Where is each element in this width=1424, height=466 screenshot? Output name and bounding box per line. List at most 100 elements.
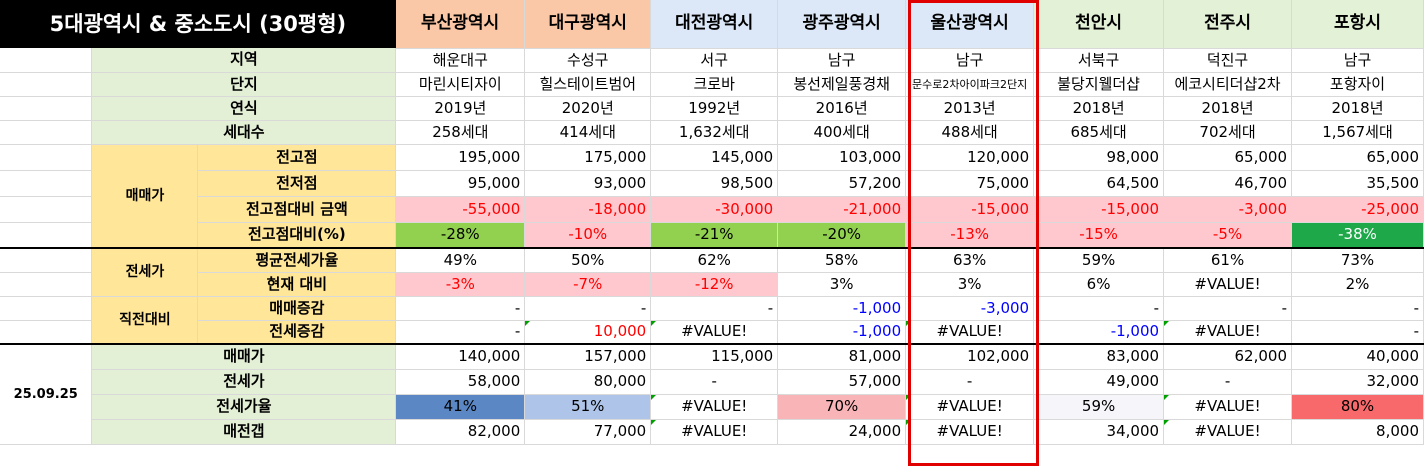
group-label-compare[interactable]: 직전대비 bbox=[91, 296, 199, 345]
city-header-busan[interactable]: 부산광역시 bbox=[395, 0, 526, 49]
cell[interactable]: 3% bbox=[905, 272, 1035, 297]
cell[interactable]: 크로바 bbox=[650, 72, 779, 97]
cell[interactable]: 258세대 bbox=[395, 120, 526, 145]
cell[interactable]: 65,000 bbox=[1163, 144, 1293, 171]
cell[interactable]: -21,000 bbox=[777, 196, 907, 223]
group-label-jeonse[interactable]: 전세가 bbox=[91, 247, 199, 297]
cell[interactable]: 35,500 bbox=[1291, 170, 1424, 197]
row-label[interactable]: 전고점 bbox=[197, 144, 397, 171]
cell[interactable]: -25,000 bbox=[1291, 196, 1424, 223]
city-header-jeonju[interactable]: 전주시 bbox=[1163, 0, 1293, 49]
cell[interactable]: 58% bbox=[777, 247, 907, 273]
blank-cell[interactable] bbox=[0, 296, 93, 321]
cell[interactable]: 에코시티더샵2차 bbox=[1163, 72, 1293, 97]
cell[interactable]: 봉선제일풍경채 bbox=[777, 72, 907, 97]
cell[interactable]: 10,000 bbox=[524, 320, 652, 345]
cell[interactable]: 49,000 bbox=[1033, 369, 1165, 395]
cell[interactable]: 75,000 bbox=[905, 170, 1035, 197]
cell[interactable]: 불당지웰더샵 bbox=[1033, 72, 1165, 97]
row-label[interactable]: 연식 bbox=[91, 96, 397, 121]
cell[interactable]: 포항자이 bbox=[1291, 72, 1424, 97]
cell[interactable]: -28% bbox=[395, 222, 526, 249]
cell[interactable]: 1,567세대 bbox=[1291, 120, 1424, 145]
cell[interactable]: #VALUE! bbox=[905, 419, 1035, 445]
cell[interactable]: -15,000 bbox=[1033, 196, 1165, 223]
cell[interactable]: - bbox=[524, 296, 652, 321]
cell[interactable]: 마린시티자이 bbox=[395, 72, 526, 97]
cell[interactable]: - bbox=[1163, 296, 1293, 321]
blank-cell[interactable] bbox=[0, 72, 93, 97]
cell[interactable]: 120,000 bbox=[905, 144, 1035, 171]
cell[interactable]: -10% bbox=[524, 222, 652, 249]
cell[interactable]: 2019년 bbox=[395, 96, 526, 121]
cell[interactable]: -13% bbox=[905, 222, 1035, 249]
blank-cell[interactable] bbox=[0, 170, 93, 197]
cell[interactable]: #VALUE! bbox=[650, 394, 779, 420]
sheet-title[interactable]: 5대광역시 & 중소도시 (30평형) bbox=[0, 0, 396, 48]
cell[interactable]: -20% bbox=[777, 222, 907, 249]
cell[interactable]: 해운대구 bbox=[395, 48, 526, 73]
cell[interactable]: 58,000 bbox=[395, 369, 526, 395]
cell[interactable]: #VALUE! bbox=[1163, 272, 1293, 297]
date-label[interactable]: 25.09.25 bbox=[0, 343, 93, 445]
cell[interactable]: 50% bbox=[524, 247, 652, 273]
cell[interactable]: 59% bbox=[1033, 394, 1165, 420]
cell[interactable]: 힐스테이트범어 bbox=[524, 72, 652, 97]
group-label-sale[interactable]: 매매가 bbox=[91, 144, 199, 249]
cell[interactable]: - bbox=[1291, 296, 1424, 321]
cell[interactable]: 남구 bbox=[905, 48, 1035, 73]
cell[interactable]: 98,000 bbox=[1033, 144, 1165, 171]
row-label[interactable]: 평균전세가율 bbox=[197, 247, 397, 273]
cell[interactable]: -18,000 bbox=[524, 196, 652, 223]
cell[interactable]: 34,000 bbox=[1033, 419, 1165, 445]
cell[interactable]: -7% bbox=[524, 272, 652, 297]
cell[interactable]: 82,000 bbox=[395, 419, 526, 445]
blank-cell[interactable] bbox=[0, 247, 93, 273]
cell[interactable]: 115,000 bbox=[650, 343, 779, 370]
city-header-daejeon[interactable]: 대전광역시 bbox=[650, 0, 779, 49]
cell[interactable]: - bbox=[650, 369, 779, 395]
cell[interactable]: 덕진구 bbox=[1163, 48, 1293, 73]
cell[interactable]: #VALUE! bbox=[1163, 320, 1293, 345]
city-header-daegu[interactable]: 대구광역시 bbox=[524, 0, 652, 49]
cell[interactable]: - bbox=[1163, 369, 1293, 395]
row-label[interactable]: 전고점대비(%) bbox=[197, 222, 397, 249]
row-label[interactable]: 세대수 bbox=[91, 120, 397, 145]
city-header-ulsan[interactable]: 울산광역시 bbox=[905, 0, 1035, 49]
cell[interactable]: 3% bbox=[777, 272, 907, 297]
cell[interactable]: 46,700 bbox=[1163, 170, 1293, 197]
cell[interactable]: #VALUE! bbox=[650, 419, 779, 445]
cell[interactable]: -3% bbox=[395, 272, 526, 297]
cell[interactable]: 8,000 bbox=[1291, 419, 1424, 445]
row-label[interactable]: 전세증감 bbox=[197, 320, 397, 345]
cell[interactable]: 140,000 bbox=[395, 343, 526, 370]
cell[interactable]: #VALUE! bbox=[1163, 419, 1293, 445]
cell[interactable]: 남구 bbox=[777, 48, 907, 73]
cell[interactable]: 2013년 bbox=[905, 96, 1035, 121]
blank-cell[interactable] bbox=[0, 144, 93, 171]
row-label[interactable]: 현재 대비 bbox=[197, 272, 397, 297]
row-label[interactable]: 매전갭 bbox=[91, 419, 397, 445]
cell[interactable]: - bbox=[1291, 320, 1424, 345]
cell[interactable]: 62,000 bbox=[1163, 343, 1293, 370]
cell[interactable]: 2020년 bbox=[524, 96, 652, 121]
cell[interactable]: 서구 bbox=[650, 48, 779, 73]
cell[interactable]: 49% bbox=[395, 247, 526, 273]
blank-cell[interactable] bbox=[0, 120, 93, 145]
cell[interactable]: -1,000 bbox=[1033, 320, 1165, 345]
cell[interactable]: -38% bbox=[1291, 222, 1424, 249]
cell[interactable]: -3,000 bbox=[1163, 196, 1293, 223]
city-header-pohang[interactable]: 포항시 bbox=[1291, 0, 1424, 49]
cell[interactable]: 2018년 bbox=[1163, 96, 1293, 121]
cell[interactable]: 59% bbox=[1033, 247, 1165, 273]
cell[interactable]: #VALUE! bbox=[905, 394, 1035, 420]
cell[interactable]: #VALUE! bbox=[1163, 394, 1293, 420]
cell[interactable]: 157,000 bbox=[524, 343, 652, 370]
cell[interactable]: 414세대 bbox=[524, 120, 652, 145]
cell[interactable]: 70% bbox=[777, 394, 907, 420]
row-label[interactable]: 전저점 bbox=[197, 170, 397, 197]
row-label[interactable]: 전세가 bbox=[91, 369, 397, 395]
cell[interactable]: #VALUE! bbox=[650, 320, 779, 345]
cell[interactable]: 73% bbox=[1291, 247, 1424, 273]
blank-cell[interactable] bbox=[0, 222, 93, 249]
